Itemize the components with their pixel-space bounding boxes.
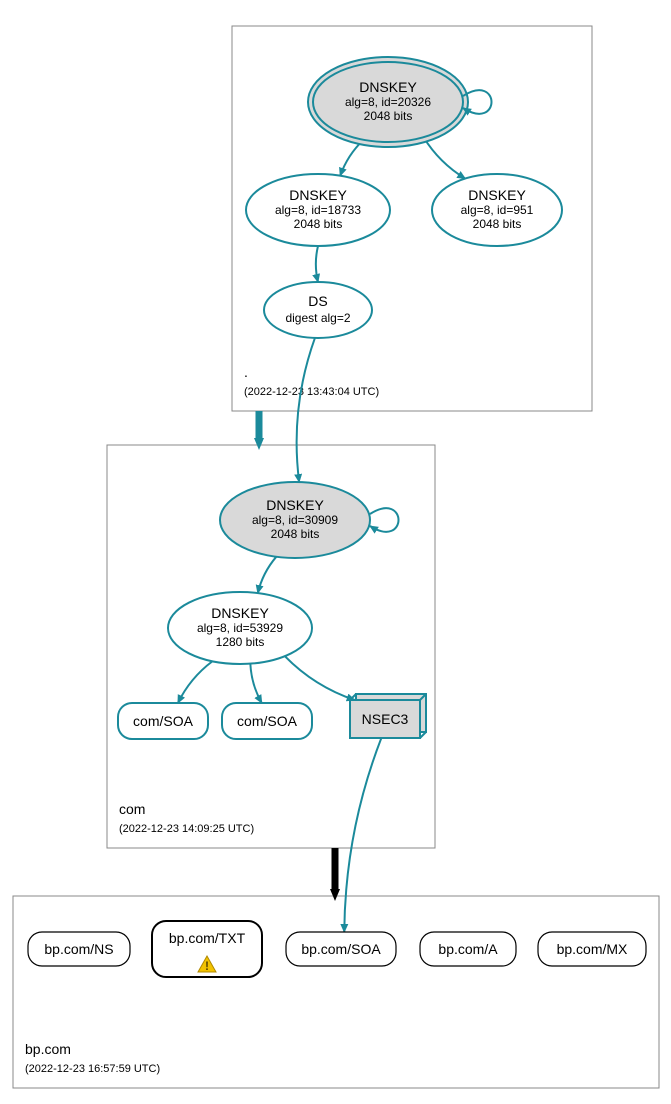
svg-text:com: com [119, 801, 145, 817]
zone-bp: bp.com (2022-12-23 16:57:59 UTC) [13, 896, 659, 1088]
edge-com_zsk-com_nsec3 [285, 656, 355, 700]
svg-text:com/SOA: com/SOA [237, 713, 298, 729]
svg-text:bp.com/SOA: bp.com/SOA [301, 941, 381, 957]
svg-text:1280 bits: 1280 bits [216, 635, 265, 649]
svg-text:alg=8, id=30909: alg=8, id=30909 [252, 513, 338, 527]
node-root_zsk2: DNSKEYalg=8, id=9512048 bits [432, 174, 562, 246]
node-root_ksk: DNSKEYalg=8, id=203262048 bits [308, 57, 492, 147]
svg-text:alg=8, id=951: alg=8, id=951 [461, 203, 534, 217]
svg-text:bp.com/NS: bp.com/NS [44, 941, 113, 957]
svg-text:alg=8, id=53929: alg=8, id=53929 [197, 621, 283, 635]
svg-text:.: . [244, 364, 248, 380]
svg-text:DNSKEY: DNSKEY [266, 497, 324, 513]
edge-com_zsk-com_soa2 [250, 664, 261, 703]
edge-root_zsk1-root_ds [316, 246, 318, 282]
svg-text:bp.com/A: bp.com/A [438, 941, 498, 957]
edge-com_zsk-com_soa1 [178, 661, 213, 703]
edge-root_ds-com_ksk [297, 338, 315, 482]
svg-text:DS: DS [308, 293, 327, 309]
node-bp_soa: bp.com/SOA [286, 932, 396, 966]
self-loop-com_ksk [370, 508, 399, 532]
edge-com_nsec3-bp_soa [344, 738, 381, 932]
node-bp_ns: bp.com/NS [28, 932, 130, 966]
svg-text:DNSKEY: DNSKEY [289, 187, 347, 203]
node-com_ksk: DNSKEYalg=8, id=309092048 bits [220, 482, 399, 558]
node-bp_txt: bp.com/TXT! [152, 921, 262, 977]
svg-text:bp.com/TXT: bp.com/TXT [169, 930, 246, 946]
svg-text:(2022-12-23 16:57:59 UTC): (2022-12-23 16:57:59 UTC) [25, 1063, 160, 1075]
svg-text:bp.com: bp.com [25, 1041, 71, 1057]
node-root_zsk1: DNSKEYalg=8, id=187332048 bits [246, 174, 390, 246]
svg-text:2048 bits: 2048 bits [473, 217, 522, 231]
svg-text:alg=8, id=18733: alg=8, id=18733 [275, 203, 361, 217]
svg-text:alg=8, id=20326: alg=8, id=20326 [345, 95, 431, 109]
svg-text:(2022-12-23 14:09:25 UTC): (2022-12-23 14:09:25 UTC) [119, 823, 254, 835]
node-bp_a: bp.com/A [420, 932, 516, 966]
edge-com_ksk-com_zsk [258, 557, 276, 593]
svg-text:digest alg=2: digest alg=2 [285, 311, 350, 325]
node-root_ds: DS digest alg=2 [264, 282, 372, 338]
node-com_soa2: com/SOA [222, 703, 312, 739]
svg-text:DNSKEY: DNSKEY [359, 79, 417, 95]
svg-text:DNSKEY: DNSKEY [468, 187, 526, 203]
svg-text:(2022-12-23 13:43:04 UTC): (2022-12-23 13:43:04 UTC) [244, 386, 379, 398]
edge-root_ksk-root_zsk2 [424, 137, 466, 178]
svg-text:!: ! [205, 959, 209, 973]
node-com_nsec3: NSEC3 [350, 694, 426, 738]
svg-text:com/SOA: com/SOA [133, 713, 194, 729]
svg-text:2048 bits: 2048 bits [294, 217, 343, 231]
svg-text:bp.com/MX: bp.com/MX [557, 941, 628, 957]
node-com_soa1: com/SOA [118, 703, 208, 739]
svg-text:NSEC3: NSEC3 [362, 711, 409, 727]
svg-text:2048 bits: 2048 bits [364, 109, 413, 123]
node-bp_mx: bp.com/MX [538, 932, 646, 966]
svg-text:DNSKEY: DNSKEY [211, 605, 269, 621]
svg-text:2048 bits: 2048 bits [271, 527, 320, 541]
node-com_zsk: DNSKEYalg=8, id=539291280 bits [168, 592, 312, 664]
